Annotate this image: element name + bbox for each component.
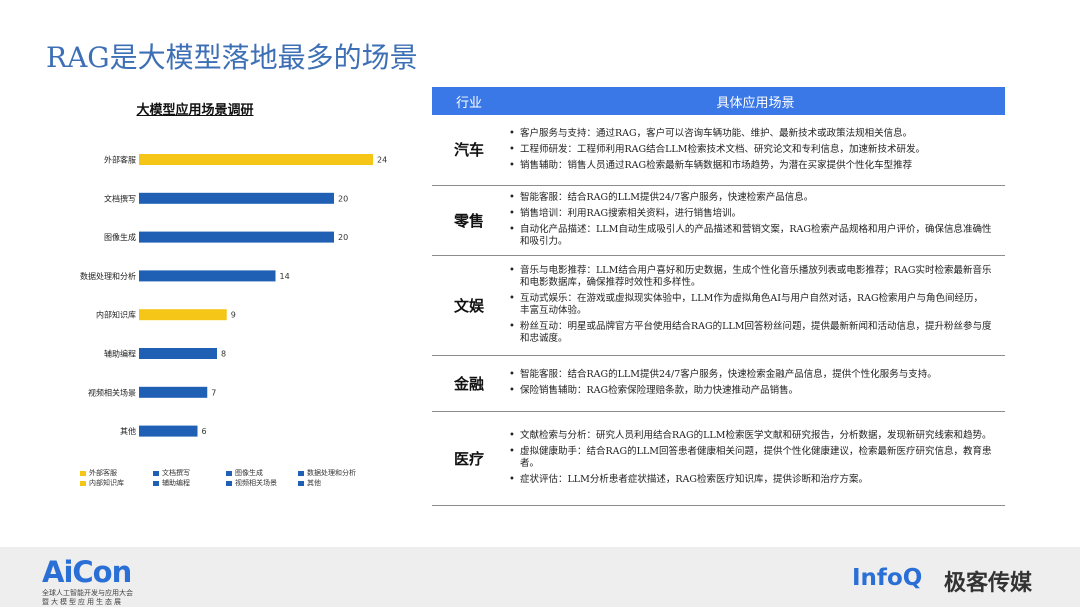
legend-swatch xyxy=(226,470,232,476)
value-label: 7 xyxy=(211,388,216,397)
slide-title: RAG是大模型落地最多的场景 xyxy=(46,41,418,74)
legend-item: 内部知识库 xyxy=(80,478,124,488)
bar xyxy=(139,348,217,359)
value-label: 20 xyxy=(338,233,348,242)
legend-label: 其他 xyxy=(307,479,321,487)
value-label: 24 xyxy=(377,156,387,165)
industry-table: 行业 具体应用场景 汽车客户服务与支持：通过RAG，客户可以咨询车辆功能、维护、… xyxy=(432,87,1005,506)
scenario-item: 自动化产品描述：LLM自动生成吸引人的产品描述和营销文案，RAG检索产品规格和用… xyxy=(507,224,992,248)
table-row: 文娱音乐与电影推荐：LLM结合用户喜好和历史数据，生成个性化音乐播放列表或电影推… xyxy=(432,255,1005,356)
scenario-cell: 音乐与电影推荐：LLM结合用户喜好和历史数据，生成个性化音乐播放列表或电影推荐；… xyxy=(506,255,1005,356)
scenario-item: 销售辅助：销售人员通过RAG检索最新车辆数据和市场趋势，为潜在买家提供个性化车型… xyxy=(507,160,992,172)
legend-label: 内部知识库 xyxy=(89,479,124,487)
legend-swatch xyxy=(226,480,232,486)
scenario-item: 客户服务与支持：通过RAG，客户可以咨询车辆功能、维护、最新技术或政策法规相关信… xyxy=(507,128,992,140)
scenario-cell: 智能客服：结合RAG的LLM提供24/7客户服务，快速检索产品信息。销售培训：利… xyxy=(506,185,1005,256)
legend-swatch xyxy=(298,480,304,486)
industry-cell: 零售 xyxy=(432,185,506,256)
scenario-item: 销售培训：利用RAG搜索相关资料，进行销售培训。 xyxy=(507,208,992,220)
value-label: 6 xyxy=(202,427,207,436)
category-label: 外部客服 xyxy=(104,155,136,165)
industry-cell: 汽车 xyxy=(432,115,506,186)
category-label: 视频相关场景 xyxy=(88,387,136,397)
table-row: 汽车客户服务与支持：通过RAG，客户可以咨询车辆功能、维护、最新技术或政策法规相… xyxy=(432,115,1005,186)
industry-cell: 医疗 xyxy=(432,411,506,506)
scenario-cell: 智能客服：结合RAG的LLM提供24/7客户服务，快速检索金融产品信息，提供个性… xyxy=(506,355,1005,412)
category-label: 内部知识库 xyxy=(96,310,136,320)
legend-label: 数据处理和分析 xyxy=(307,469,356,477)
legend-label: 视频相关场景 xyxy=(235,479,277,487)
bar xyxy=(139,192,334,204)
legend-item: 其他 xyxy=(298,478,321,488)
scenario-item: 虚拟健康助手：结合RAG的LLM回答患者健康相关问题，提供个性化健康建议，检索最… xyxy=(507,446,992,470)
aicon-subtagline: 暨大模型应用生态展 xyxy=(42,598,123,606)
bar-chart: 外部客服 24 文档撰写 20 图像生成 20 数据处理和分析 14 内部知识库 9 辅助编程 8 视频… xyxy=(80,154,387,437)
header-industry: 行业 xyxy=(432,87,506,115)
legend-swatch xyxy=(80,470,86,476)
table-row: 零售智能客服：结合RAG的LLM提供24/7客户服务，快速检索产品信息。销售培训… xyxy=(432,185,1005,256)
footer: AiCon 全球人工智能开发与应用大会 暨大模型应用生态展 InfoQ 极客传媒 xyxy=(0,547,1080,607)
scenario-item: 智能客服：结合RAG的LLM提供24/7客户服务，快速检索产品信息。 xyxy=(507,192,992,204)
scenario-item: 智能客服：结合RAG的LLM提供24/7客户服务，快速检索金融产品信息，提供个性… xyxy=(507,369,992,381)
legend-label: 辅助编程 xyxy=(162,479,190,487)
industry-cell: 金融 xyxy=(432,355,506,412)
scenario-item: 文献检索与分析：研究人员利用结合RAG的LLM检索医学文献和研究报告，分析数据，… xyxy=(507,430,992,442)
bar xyxy=(139,231,334,243)
scenario-item: 保险销售辅助：RAG检索保险理赔条款，助力快速推动产品销售。 xyxy=(507,385,992,397)
scenario-cell: 文献检索与分析：研究人员利用结合RAG的LLM检索医学文献和研究报告，分析数据，… xyxy=(506,411,1005,506)
legend-item: 数据处理和分析 xyxy=(298,468,356,478)
legend-item: 外部客服 xyxy=(80,468,117,478)
legend-swatch xyxy=(153,470,159,476)
infoq-logo: InfoQ xyxy=(852,565,923,591)
header-scenarios: 具体应用场景 xyxy=(506,87,1005,115)
value-label: 20 xyxy=(338,194,348,203)
scenario-item: 粉丝互动：明星或品牌官方平台使用结合RAG的LLM回答粉丝问题，提供最新新闻和活… xyxy=(507,321,992,345)
legend-label: 文档撰写 xyxy=(162,469,190,477)
scenario-item: 互动式娱乐：在游戏或虚拟现实体验中，LLM作为虚拟角色AI与用户自然对话，RAG… xyxy=(507,293,992,317)
legend-item: 视频相关场景 xyxy=(226,478,277,488)
table-row: 金融智能客服：结合RAG的LLM提供24/7客户服务，快速检索金融产品信息，提供… xyxy=(432,355,1005,412)
scenario-item: 工程师研发：工程师利用RAG结合LLM检索技术文档、研究论文和专利信息，加速新技… xyxy=(507,144,992,156)
category-label: 数据处理和分析 xyxy=(80,271,136,281)
bar xyxy=(139,386,208,398)
legend-label: 图像生成 xyxy=(235,469,263,477)
value-label: 14 xyxy=(280,272,290,281)
legend-item: 图像生成 xyxy=(226,468,263,478)
bar xyxy=(139,425,198,437)
table-row: 医疗文献检索与分析：研究人员利用结合RAG的LLM检索医学文献和研究报告，分析数… xyxy=(432,411,1005,506)
category-label: 其他 xyxy=(120,426,136,436)
aicon-logo: AiCon xyxy=(42,555,132,589)
category-label: 文档撰写 xyxy=(104,193,136,203)
legend-label: 外部客服 xyxy=(89,469,117,477)
geek-media-logo: 极客传媒 xyxy=(944,571,1033,596)
scenario-cell: 客户服务与支持：通过RAG，客户可以咨询车辆功能、维护、最新技术或政策法规相关信… xyxy=(506,115,1005,186)
scenario-item: 症状评估：LLM分析患者症状描述，RAG检索医疗知识库，提供诊断和治疗方案。 xyxy=(507,474,992,486)
bar xyxy=(139,270,276,282)
legend-swatch xyxy=(298,470,304,476)
category-label: 图像生成 xyxy=(104,232,136,242)
legend-item: 辅助编程 xyxy=(153,478,190,488)
legend-swatch xyxy=(80,480,86,486)
legend-swatch xyxy=(153,480,159,486)
bar xyxy=(139,154,373,165)
value-label: 8 xyxy=(221,350,226,359)
category-label: 辅助编程 xyxy=(104,349,136,359)
industry-cell: 文娱 xyxy=(432,255,506,356)
bar xyxy=(139,309,227,321)
aicon-tagline: 全球人工智能开发与应用大会 xyxy=(42,589,133,597)
chart-title: 大模型应用场景调研 xyxy=(136,103,254,118)
value-label: 9 xyxy=(231,311,236,320)
scenario-item: 音乐与电影推荐：LLM结合用户喜好和历史数据，生成个性化音乐播放列表或电影推荐；… xyxy=(507,265,992,289)
legend-item: 文档撰写 xyxy=(153,468,190,478)
